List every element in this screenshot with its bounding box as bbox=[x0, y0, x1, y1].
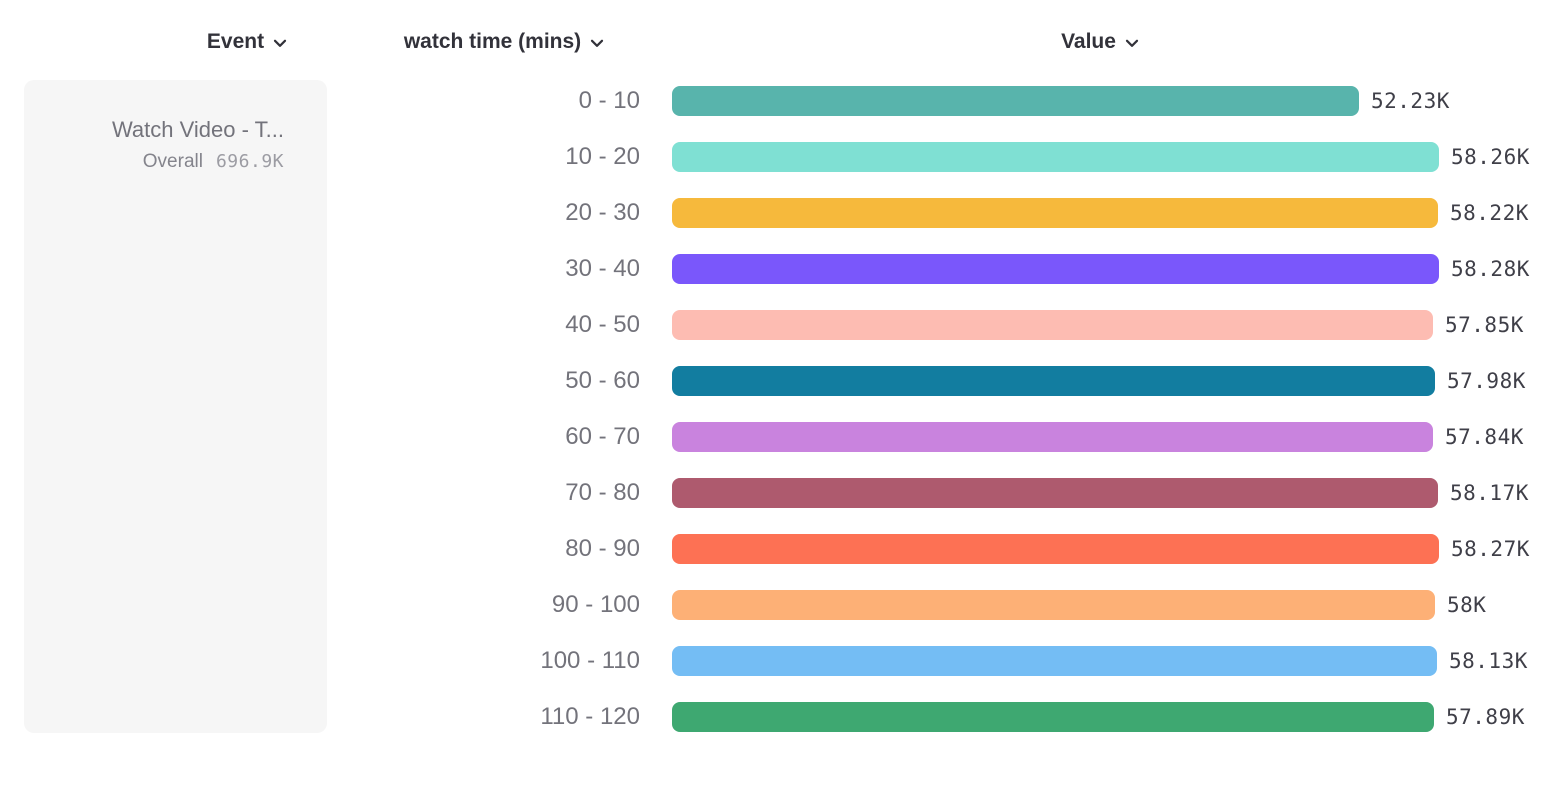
value-column-dropdown[interactable]: Value bbox=[990, 28, 1210, 56]
bar-value-label: 58K bbox=[1447, 593, 1487, 617]
table-row: 60 - 70 57.84K bbox=[0, 422, 1568, 452]
chevron-down-icon bbox=[273, 39, 287, 48]
event-column-dropdown[interactable]: Event bbox=[147, 28, 347, 56]
bucket-label: 80 - 90 bbox=[565, 535, 640, 562]
overall-label: Overall bbox=[142, 151, 203, 172]
value-bar[interactable] bbox=[672, 142, 1439, 172]
bar-value-label: 58.17K bbox=[1450, 481, 1529, 505]
value-bar[interactable] bbox=[672, 590, 1435, 620]
value-bar[interactable] bbox=[672, 366, 1435, 396]
value-bar[interactable] bbox=[672, 254, 1439, 284]
table-row: 0 - 10 52.23K bbox=[0, 86, 1568, 116]
event-overall-row: Overall 696.9K bbox=[112, 151, 284, 173]
bucket-label: 90 - 100 bbox=[551, 591, 640, 618]
bucket-label: 50 - 60 bbox=[565, 367, 640, 394]
bucket-label: 30 - 40 bbox=[565, 255, 640, 282]
table-row: 50 - 60 57.98K bbox=[0, 366, 1568, 396]
chevron-down-icon bbox=[590, 39, 604, 48]
bucket-label: 70 - 80 bbox=[565, 479, 640, 506]
event-column-label: Event bbox=[206, 30, 265, 53]
bar-value-label: 58.13K bbox=[1449, 649, 1528, 673]
value-bar[interactable] bbox=[672, 310, 1433, 340]
bucket-label: 20 - 30 bbox=[565, 199, 640, 226]
table-row: 110 - 120 57.89K bbox=[0, 702, 1568, 732]
bar-value-label: 52.23K bbox=[1371, 89, 1450, 113]
bucket-label: 110 - 120 bbox=[540, 703, 640, 730]
bar-value-label: 57.98K bbox=[1447, 369, 1526, 393]
event-name: Watch Video - T... bbox=[111, 117, 284, 142]
table-row: 90 - 100 58K bbox=[0, 590, 1568, 620]
event-legend-card[interactable]: Watch Video - T... Overall 696.9K bbox=[24, 80, 327, 733]
value-bar[interactable] bbox=[672, 534, 1439, 564]
value-bar[interactable] bbox=[672, 198, 1438, 228]
value-bar[interactable] bbox=[672, 86, 1359, 116]
overall-value: 696.9K bbox=[215, 151, 284, 172]
chevron-down-icon bbox=[1125, 39, 1139, 48]
bar-value-label: 57.85K bbox=[1445, 313, 1524, 337]
value-bar[interactable] bbox=[672, 478, 1438, 508]
table-row: 100 - 110 58.13K bbox=[0, 646, 1568, 676]
bucket-label: 40 - 50 bbox=[565, 311, 640, 338]
bar-value-label: 57.84K bbox=[1445, 425, 1524, 449]
value-bar[interactable] bbox=[672, 702, 1434, 732]
breakdown-column-label: watch time (mins) bbox=[403, 30, 582, 53]
value-bar[interactable] bbox=[672, 646, 1437, 676]
table-row: 30 - 40 58.28K bbox=[0, 254, 1568, 284]
event-legend-content: Watch Video - T... Overall 696.9K bbox=[112, 115, 284, 173]
table-row: 70 - 80 58.17K bbox=[0, 478, 1568, 508]
bar-value-label: 58.22K bbox=[1450, 201, 1529, 225]
value-bar[interactable] bbox=[672, 422, 1433, 452]
bucket-label: 100 - 110 bbox=[540, 647, 640, 674]
bar-value-label: 58.27K bbox=[1451, 537, 1530, 561]
breakdown-column-dropdown[interactable]: watch time (mins) bbox=[354, 28, 654, 56]
table-row: 20 - 30 58.22K bbox=[0, 198, 1568, 228]
bar-value-label: 57.89K bbox=[1446, 705, 1525, 729]
bar-value-label: 58.28K bbox=[1451, 257, 1530, 281]
table-row: 10 - 20 58.26K bbox=[0, 142, 1568, 172]
bucket-label: 0 - 10 bbox=[578, 87, 640, 114]
value-column-label: Value bbox=[1061, 30, 1116, 53]
table-row: 80 - 90 58.27K bbox=[0, 534, 1568, 564]
table-row: 40 - 50 57.85K bbox=[0, 310, 1568, 340]
bucket-label: 10 - 20 bbox=[565, 143, 640, 170]
bar-value-label: 58.26K bbox=[1451, 145, 1530, 169]
bucket-label: 60 - 70 bbox=[565, 423, 640, 450]
